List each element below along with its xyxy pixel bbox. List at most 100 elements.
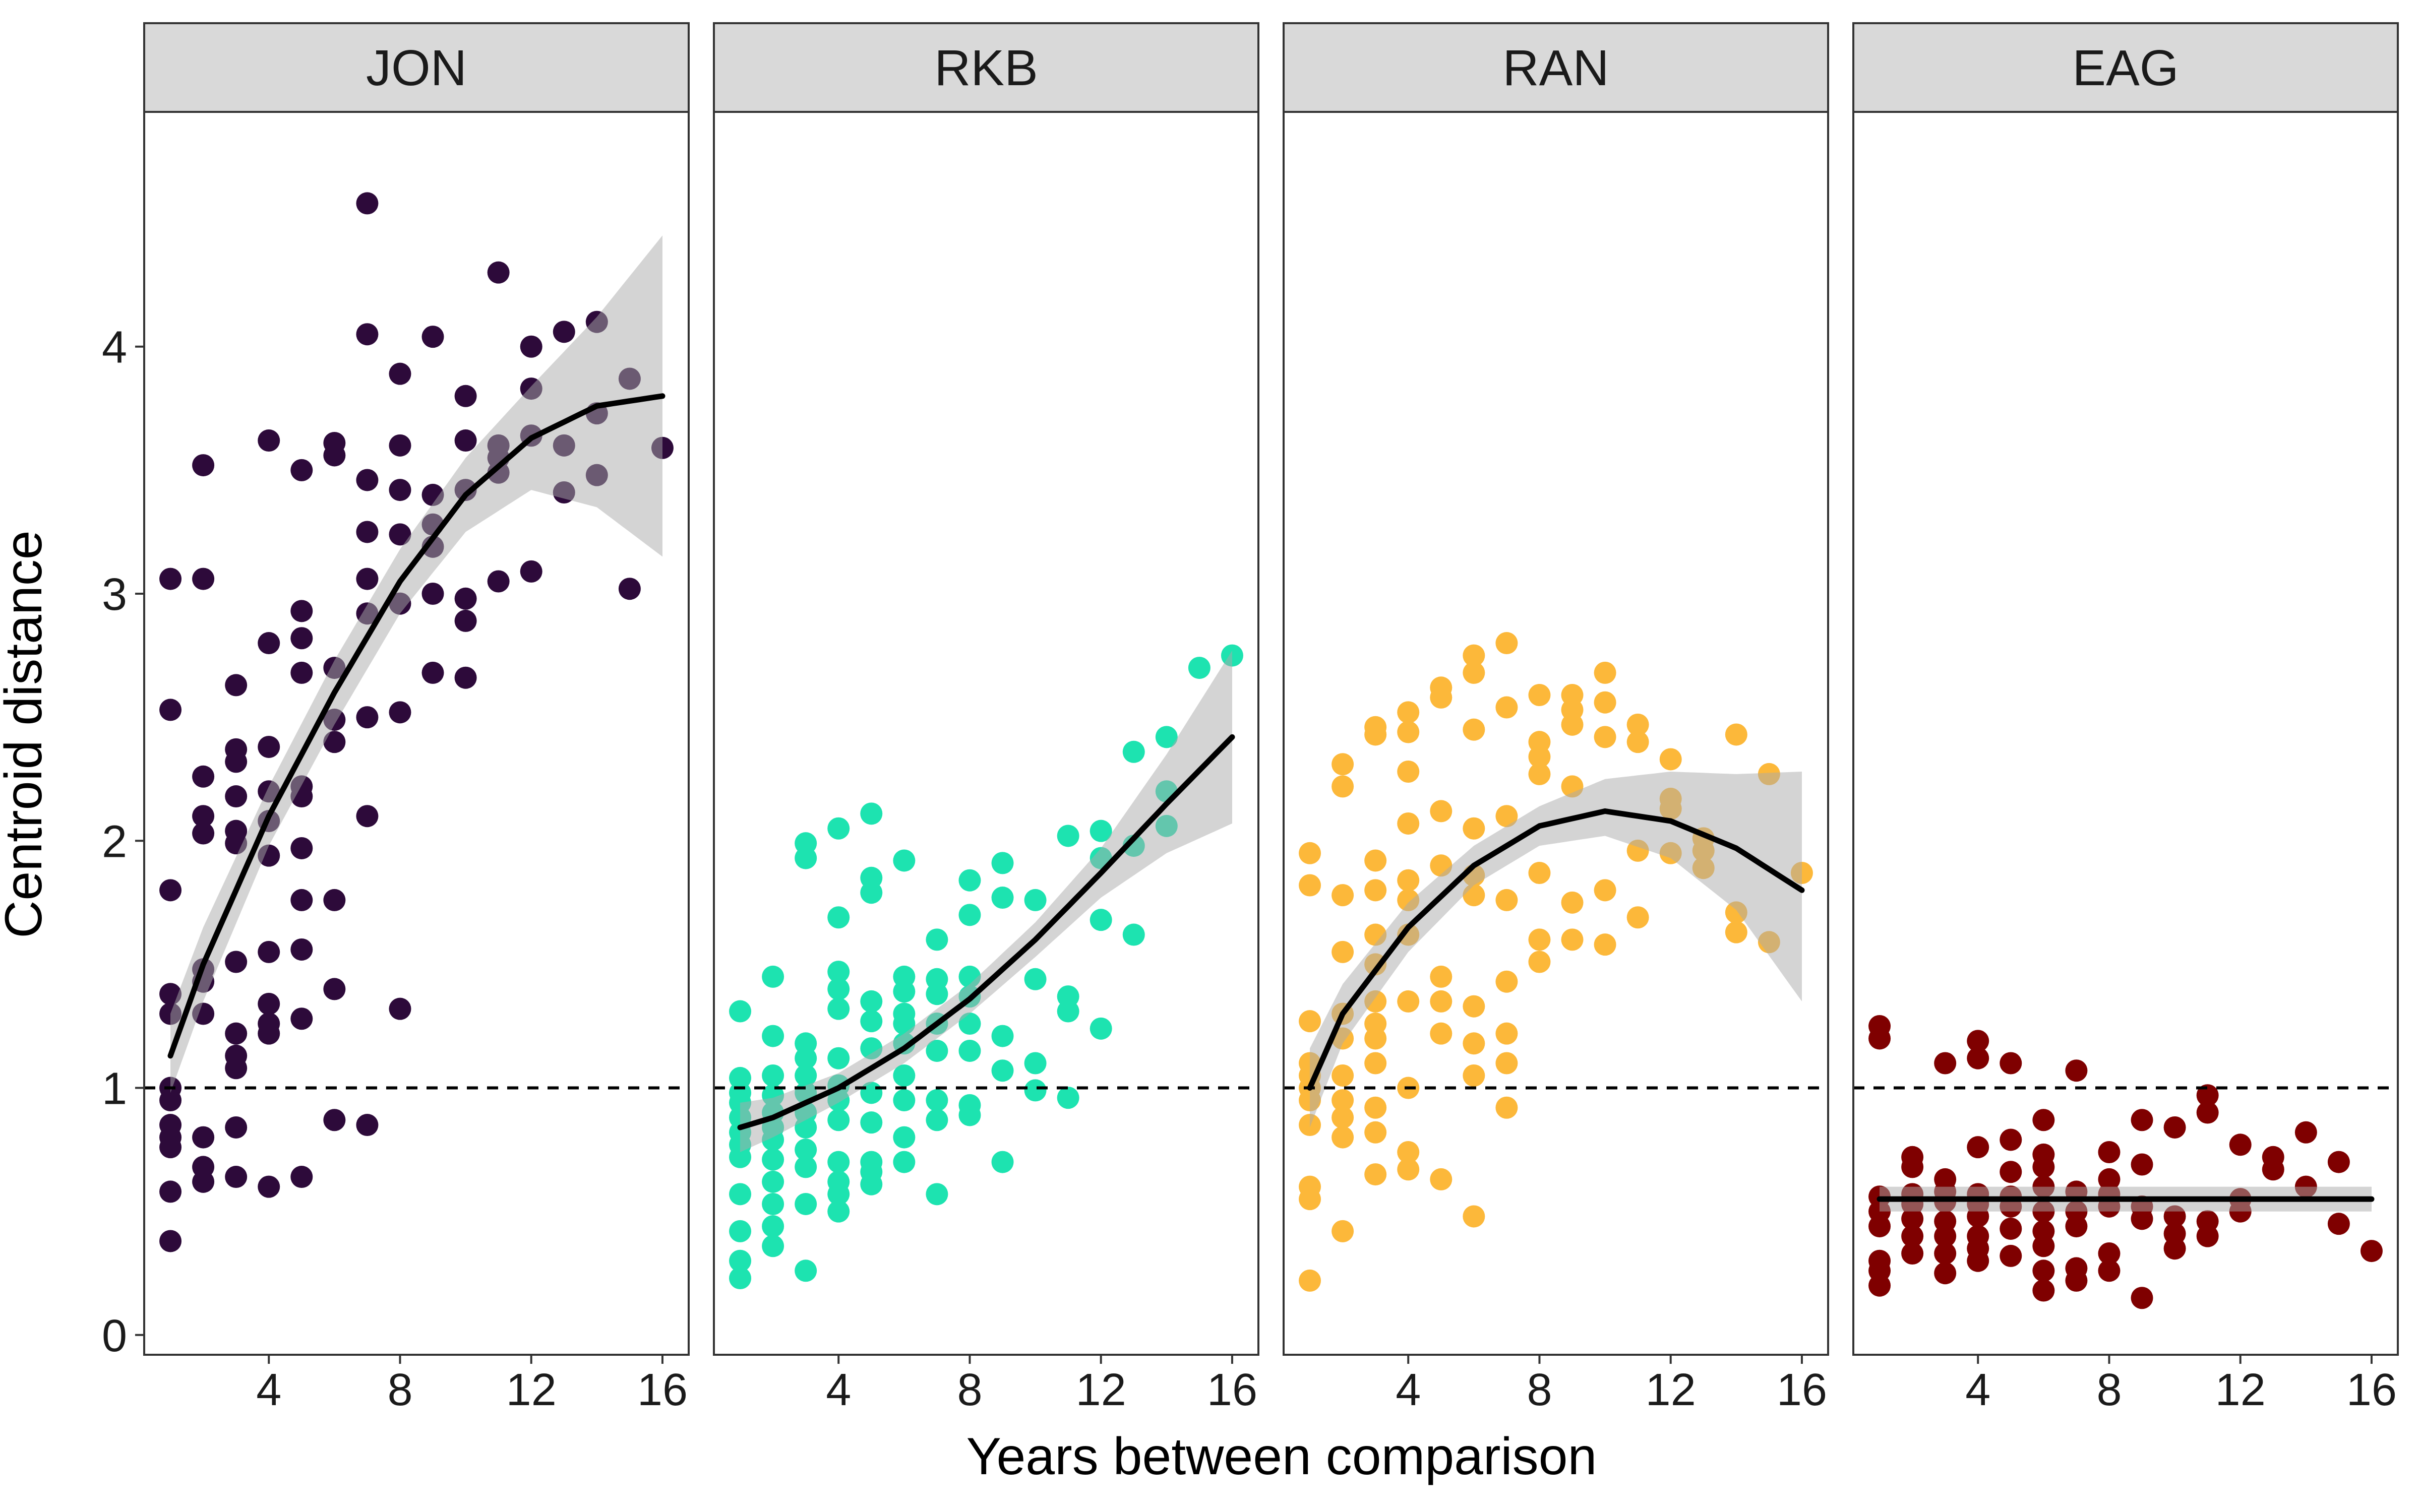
data-point (2360, 1240, 2383, 1263)
data-point (893, 965, 916, 988)
data-point (1934, 1052, 1957, 1075)
data-point (827, 1170, 850, 1193)
data-point (1868, 1015, 1891, 1037)
trend-line-ran (1307, 808, 1805, 1091)
data-point (1332, 1064, 1354, 1087)
data-point (762, 1170, 784, 1193)
data-point (2163, 1222, 2186, 1245)
data-point (1463, 1205, 1485, 1228)
data-point (1463, 661, 1485, 684)
data-point (2229, 1133, 2252, 1156)
data-point (1430, 800, 1453, 823)
data-point (1901, 1225, 1924, 1247)
data-point (1495, 805, 1518, 828)
data-point (454, 587, 477, 610)
y-tick-label: 2 (102, 816, 127, 867)
data-point (225, 738, 248, 761)
data-point (192, 568, 215, 590)
data-point (454, 666, 477, 689)
panel-border-ran (1283, 111, 1829, 1356)
data-point (2098, 1168, 2121, 1190)
data-point (762, 1148, 784, 1171)
data-point (553, 321, 575, 343)
data-point (827, 978, 850, 1000)
data-point (1332, 1089, 1354, 1112)
data-point (1122, 923, 1145, 946)
data-point (1430, 676, 1453, 699)
data-point (926, 1183, 948, 1206)
data-point (1364, 1163, 1387, 1186)
confidence-band-ran (1310, 772, 1802, 1127)
data-point (258, 1175, 280, 1198)
strip-label-rkb: RKB (934, 40, 1038, 96)
data-point (356, 323, 379, 346)
strip-ran (1283, 22, 1829, 113)
data-point (1332, 1126, 1354, 1149)
data-point (323, 731, 346, 753)
data-point (225, 1022, 248, 1045)
data-point (192, 1156, 215, 1178)
data-point (1934, 1210, 1957, 1233)
data-point (421, 326, 444, 348)
x-tick-label: 12 (506, 1365, 557, 1415)
data-point (958, 904, 981, 926)
data-point (1397, 812, 1420, 835)
data-point (1024, 1079, 1047, 1102)
strip-jon (143, 22, 690, 113)
data-point (762, 1215, 784, 1238)
data-point (958, 869, 981, 892)
data-point (2032, 1220, 2055, 1242)
data-point (159, 1230, 182, 1252)
data-point (520, 335, 542, 358)
data-point (356, 469, 379, 491)
data-point (1626, 906, 1649, 929)
data-point (356, 805, 379, 828)
panel-jon: JON 4 8 12 16 (143, 22, 690, 1415)
data-point (1463, 995, 1485, 1018)
x-tick-label: 8 (957, 1365, 982, 1415)
data-point (258, 1013, 280, 1035)
data-point (1057, 825, 1079, 847)
data-point (1430, 1168, 1453, 1190)
data-point (1528, 861, 1551, 884)
data-point (2065, 1257, 2088, 1280)
data-point (1495, 632, 1518, 655)
data-point (1024, 889, 1047, 911)
data-point (1332, 1106, 1354, 1129)
data-point (991, 887, 1014, 909)
data-point (762, 1192, 784, 1215)
data-point (323, 889, 346, 911)
x-tick-label: 12 (2215, 1365, 2266, 1415)
data-point (1528, 951, 1551, 973)
data-point (290, 889, 313, 911)
data-point (1155, 726, 1178, 748)
data-point (1364, 879, 1387, 902)
confidence-band-rkb (740, 650, 1232, 1152)
data-point (1659, 748, 1682, 771)
data-point (1463, 817, 1485, 840)
data-point (159, 568, 182, 590)
trend-line-rkb (737, 734, 1235, 1130)
data-point (1397, 1158, 1420, 1181)
data-point (1122, 740, 1145, 763)
y-tick-label: 1 (102, 1064, 127, 1114)
data-point (795, 1032, 817, 1055)
x-tick-label: 12 (1076, 1365, 1126, 1415)
data-point (2294, 1121, 2317, 1144)
data-point (893, 849, 916, 872)
data-point (1332, 775, 1354, 798)
data-point (225, 1116, 248, 1139)
data-point (991, 1151, 1014, 1173)
data-point (1364, 1052, 1387, 1075)
y-tick-label: 4 (102, 323, 127, 373)
data-point (2065, 1059, 2088, 1082)
data-point (1364, 1121, 1387, 1144)
data-point (421, 661, 444, 684)
data-point (323, 978, 346, 1000)
y-axis-title: Centroid distance (0, 530, 53, 938)
data-point (225, 820, 248, 842)
plot-area-eag (1853, 112, 2398, 1355)
data-point (1463, 1032, 1485, 1055)
data-point (1332, 753, 1354, 776)
data-point (290, 938, 313, 961)
